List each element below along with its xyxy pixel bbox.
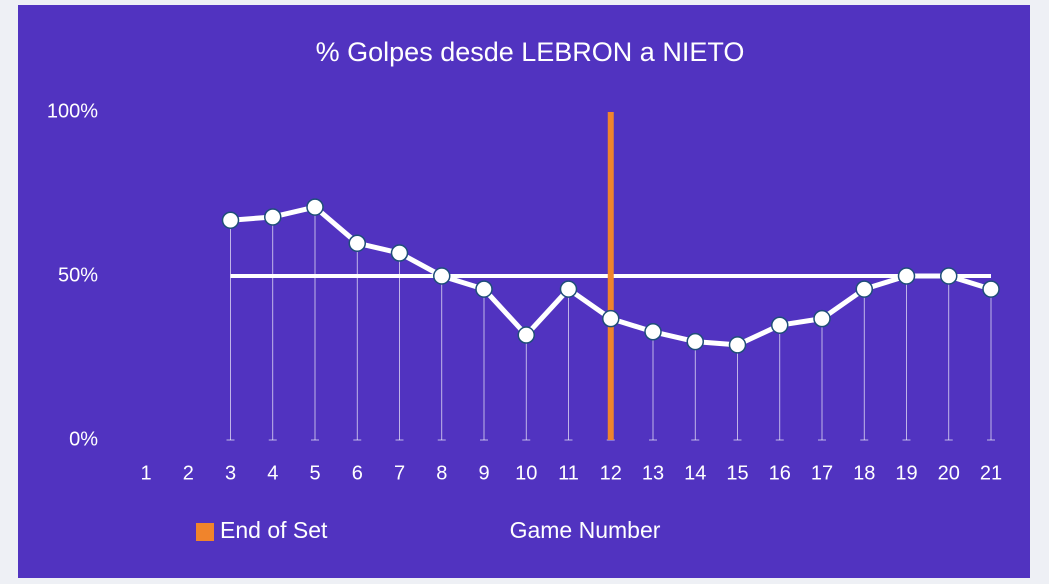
data-point: [813, 309, 831, 328]
y-tick-label: 0%: [69, 428, 98, 450]
data-point: [559, 280, 578, 298]
end-of-set-bar: [607, 112, 614, 440]
data-point: [475, 280, 493, 298]
x-tick-label: 6: [352, 462, 363, 484]
x-tick-label: 15: [726, 462, 748, 484]
data-point: [306, 198, 324, 216]
y-tick-label: 100%: [47, 100, 98, 122]
x-tick-label: 3: [225, 462, 236, 484]
x-tick-label: 20: [938, 462, 960, 484]
x-tick-label: 16: [769, 462, 791, 484]
data-point: [264, 208, 282, 226]
x-tick-label: 8: [436, 462, 447, 484]
data-point: [602, 309, 620, 328]
data-point: [940, 267, 958, 285]
x-tick-label: 1: [140, 462, 151, 484]
x-tick-label: 18: [853, 462, 875, 484]
chart-title: % Golpes desde LEBRON a NIETO: [316, 37, 745, 67]
data-point: [433, 267, 451, 285]
data-point: [855, 280, 873, 298]
x-tick-label: 4: [267, 462, 278, 484]
x-tick-label: 5: [309, 462, 320, 484]
data-point: [686, 332, 704, 351]
x-axis-label: Game Number: [510, 517, 661, 543]
x-tick-label: 7: [394, 462, 405, 484]
x-tick-label: 2: [183, 462, 194, 484]
y-tick-label: 50%: [58, 264, 98, 286]
x-tick-label: 21: [980, 462, 1002, 484]
data-point: [390, 244, 409, 262]
data-point: [221, 211, 240, 229]
chart-panel: [18, 5, 1030, 578]
data-point: [982, 280, 1000, 298]
legend-swatch: [196, 523, 214, 541]
x-tick-label: 14: [684, 462, 706, 484]
data-point: [897, 267, 916, 285]
data-point: [771, 316, 789, 334]
x-tick-label: 11: [558, 462, 579, 484]
data-point: [517, 326, 535, 344]
x-tick-label: 9: [478, 462, 489, 484]
data-point: [644, 323, 662, 341]
x-tick-label: 10: [515, 462, 537, 484]
data-point: [728, 336, 747, 354]
x-tick-label: 13: [642, 462, 664, 484]
x-tick-label: 19: [895, 462, 917, 484]
data-point: [348, 234, 366, 252]
legend-label: End of Set: [220, 517, 328, 543]
x-tick-label: 17: [811, 462, 833, 484]
x-tick-label: 12: [600, 462, 622, 484]
